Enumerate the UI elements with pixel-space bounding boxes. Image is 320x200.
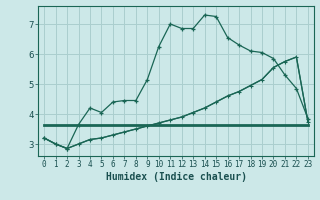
X-axis label: Humidex (Indice chaleur): Humidex (Indice chaleur): [106, 172, 246, 182]
